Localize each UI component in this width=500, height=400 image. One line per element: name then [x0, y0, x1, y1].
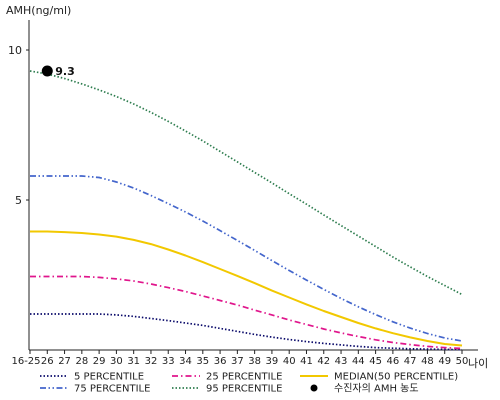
x-tick-label: 43	[335, 356, 348, 367]
series-lines	[29, 70, 463, 351]
x-tick-label: 44	[352, 356, 365, 367]
x-tick-label: 30	[110, 356, 123, 367]
series-line-1	[30, 275, 463, 350]
marker-value-label: 9.3	[55, 65, 75, 78]
x-tick-label: 34	[179, 356, 192, 367]
series-line-4	[29, 70, 463, 296]
x-tick-label: 29	[93, 356, 106, 367]
legend-label-2: MEDIAN(50 PERCENTILE)	[334, 372, 458, 383]
legend-label-1: 25 PERCENTILE	[206, 372, 282, 383]
x-tick-label: 41	[300, 356, 313, 367]
x-tick-label: 49	[438, 356, 451, 367]
x-tick-label: 28	[75, 356, 88, 367]
x-tick-label: 35	[196, 356, 209, 367]
x-tick-label: 42	[317, 356, 330, 367]
x-tick-label: 50	[456, 356, 469, 367]
x-tick-label: 39	[266, 356, 279, 367]
x-tick-label: 32	[145, 356, 158, 367]
x-tick-label: 47	[404, 356, 417, 367]
x-tick-label: 36	[214, 356, 227, 367]
x-tick-label: 46	[387, 356, 400, 367]
x-tick-label: 38	[248, 356, 261, 367]
x-axis-title: 나이	[468, 357, 488, 370]
marker-point	[41, 65, 53, 77]
legend-label-3: 75 PERCENTILE	[74, 384, 150, 395]
x-tick-label: 26	[41, 356, 54, 367]
legend-label-4: 95 PERCENTILE	[206, 384, 282, 395]
x-tick-label: 31	[127, 356, 140, 367]
y-ticks: 5 10	[8, 44, 29, 207]
series-line-0	[30, 313, 463, 351]
y-tick-label: 10	[8, 44, 22, 57]
x-tick-label: 33	[162, 356, 175, 367]
x-tick-label: 16-25	[11, 356, 40, 367]
y-tick-label: 5	[15, 194, 22, 207]
series-line-2	[30, 230, 463, 347]
patient-marker: 9.3	[41, 65, 75, 78]
y-axis-title: AMH(ng/ml)	[6, 4, 71, 17]
legend: 5 PERCENTILE 25 PERCENTILE MEDIAN(50 PERCE…	[40, 372, 458, 395]
x-tick-label: 27	[58, 356, 71, 367]
x-tick-label: 37	[231, 356, 244, 367]
legend-marker-label: 수진자의 AMH 농도	[334, 383, 419, 395]
x-tick-label: 45	[369, 356, 382, 367]
x-tick-label: 48	[421, 356, 434, 367]
x-ticks: 16-25 26 27 28 29 30 31 32 33 34 35 36 37 38 39 40 41 42 4…	[11, 350, 468, 367]
legend-label-0: 5 PERCENTILE	[74, 372, 144, 383]
legend-marker-swatch	[310, 384, 318, 392]
series-line-3	[30, 175, 463, 342]
x-tick-label: 40	[283, 356, 296, 367]
